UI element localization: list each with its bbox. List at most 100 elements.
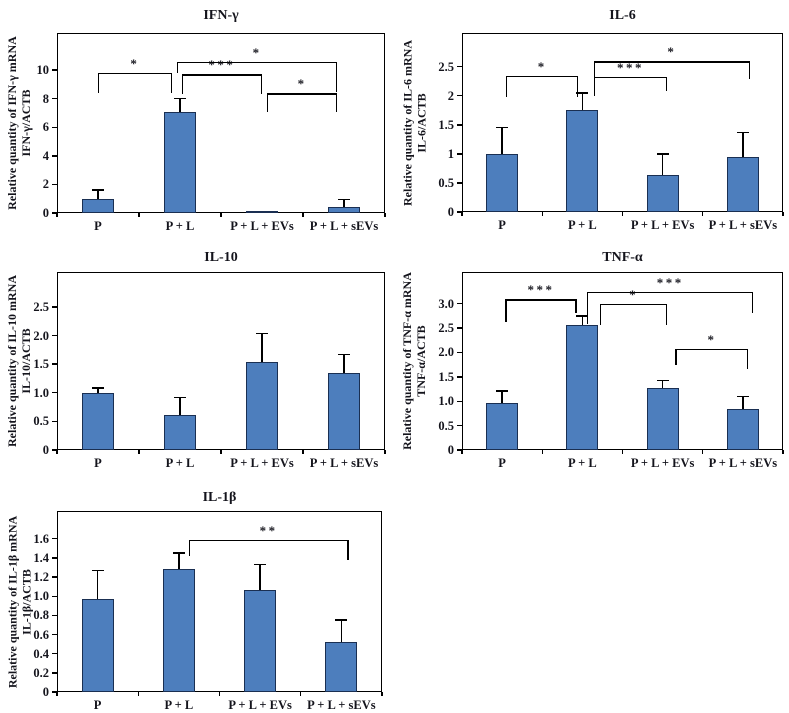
error-bar-line — [179, 98, 181, 112]
chart-title: IL-1β — [202, 490, 237, 505]
category-label-p-l-evs: P + L + EVs — [630, 218, 695, 232]
y-tick-label: 0 — [42, 685, 49, 699]
y-tick-mark — [52, 155, 57, 157]
category-label-p-l-evs: P + L + EVs — [230, 456, 294, 470]
sig-label: *** — [617, 60, 645, 76]
sig-bracket-leg — [575, 299, 577, 314]
x-tick-mark — [782, 450, 784, 454]
bar-p-l-sevs — [328, 206, 360, 213]
category-label-p-l: P + L — [568, 456, 597, 470]
error-bar-cap — [254, 563, 267, 566]
error-bar-line — [343, 354, 345, 373]
x-tick-mark — [138, 450, 140, 454]
y-tick-label: 2.5 — [438, 321, 454, 336]
bar-p — [486, 153, 519, 212]
y-tick-mark — [457, 449, 462, 451]
y-tick-label: 1.5 — [33, 357, 49, 372]
error-bar-cap — [656, 380, 669, 382]
y-tick-label: 0 — [42, 443, 49, 457]
x-tick-mark — [541, 450, 543, 454]
y-tick-label: 1.2 — [33, 570, 49, 585]
error-bar-line — [581, 315, 584, 326]
y-tick-mark — [52, 212, 57, 214]
y-tick-label: 6 — [42, 120, 49, 135]
sig-bracket-bar — [98, 73, 172, 75]
category-label-p-l-sevs: P + L + sEVs — [309, 456, 379, 470]
x-tick-mark — [461, 450, 463, 454]
chart-title: IL-6 — [609, 8, 636, 23]
chart-title: IL-10 — [204, 250, 238, 265]
bar-p-l — [162, 569, 195, 692]
category-label-p-l-sevs: P + L + sEVs — [307, 698, 376, 712]
y-tick-label: 4 — [42, 148, 49, 163]
y-tick-mark — [457, 376, 462, 378]
error-bar-cap — [496, 127, 509, 129]
sig-bracket-leg — [170, 73, 172, 93]
y-tick-mark — [52, 538, 57, 540]
bar-p-l-evs — [246, 211, 278, 213]
sig-bracket-leg — [593, 77, 595, 96]
error-bar-line — [179, 397, 181, 415]
sig-bracket-leg — [577, 76, 579, 97]
sig-bracket-leg — [266, 93, 269, 113]
y-tick-mark — [457, 400, 462, 402]
plot-area — [462, 33, 783, 212]
y-tick-mark — [52, 633, 57, 636]
sig-bracket-leg — [181, 74, 183, 95]
panel-il-1beta: IL-1β Relative quantity of IL-1β mRNA IL-1… — [0, 478, 394, 712]
sig-bracket-leg — [188, 539, 190, 556]
sig-bracket-leg — [675, 348, 677, 366]
error-bar-cap — [92, 189, 104, 191]
plot-area — [57, 272, 385, 450]
error-bar-cap — [174, 396, 186, 399]
sig-bracket-leg — [260, 74, 262, 95]
x-tick-mark — [302, 213, 304, 217]
sig-label: * — [537, 59, 547, 74]
plot-area — [462, 272, 783, 450]
error-bar-cap — [172, 552, 185, 554]
plot-area — [57, 511, 382, 692]
y-tick-mark — [457, 153, 462, 155]
y-tick-label: 0.5 — [33, 414, 49, 429]
x-tick-mark — [56, 450, 58, 454]
sig-bracket-bar — [266, 93, 338, 95]
y-tick-mark — [457, 351, 462, 354]
panel-tnf-alpha: TNF-α Relative quantity of TNF-α mRNA TNF-… — [395, 240, 789, 478]
y-tick-mark — [52, 614, 57, 617]
y-tick-label: 0 — [42, 206, 49, 220]
y-tick-mark — [52, 595, 57, 597]
x-tick-mark — [381, 692, 383, 696]
x-tick-mark — [461, 212, 463, 216]
y-tick-label: 1.4 — [33, 550, 49, 565]
y-tick-mark — [52, 183, 57, 186]
bar-p-l — [164, 111, 196, 213]
y-tick-label: 1.0 — [438, 394, 454, 409]
y-tick-mark — [52, 576, 57, 578]
panel-il-10: IL-10 Relative quantity of IL-10 mRNA IL-1… — [0, 240, 394, 478]
bar-p-l-evs — [646, 175, 679, 212]
y-tick-mark — [52, 334, 57, 337]
y-tick-label: 2.0 — [438, 345, 454, 360]
x-tick-mark — [56, 213, 58, 217]
category-label-p: P — [498, 218, 506, 232]
sig-bracket-leg — [176, 61, 179, 73]
y-tick-label: 2.5 — [438, 59, 454, 74]
category-label-p: P — [498, 456, 506, 470]
y-tick-label: 2.5 — [33, 299, 49, 314]
sig-bracket-bar — [593, 61, 751, 63]
bar-p-l-evs — [246, 361, 278, 450]
y-tick-label: 1.6 — [33, 531, 49, 546]
bar-p-l-sevs — [726, 409, 759, 450]
category-label-p-l: P + L — [165, 456, 195, 470]
sig-label: * — [252, 44, 262, 60]
sig-label: *** — [208, 57, 236, 73]
error-bar-line — [501, 127, 503, 154]
sig-bracket-bar — [675, 348, 749, 350]
error-bar-line — [501, 390, 503, 403]
sig-bracket-leg — [600, 303, 602, 326]
category-label-p: P — [94, 456, 102, 470]
x-tick-mark — [702, 450, 704, 454]
error-bar-cap — [576, 92, 589, 94]
error-bar-cap — [656, 153, 669, 155]
